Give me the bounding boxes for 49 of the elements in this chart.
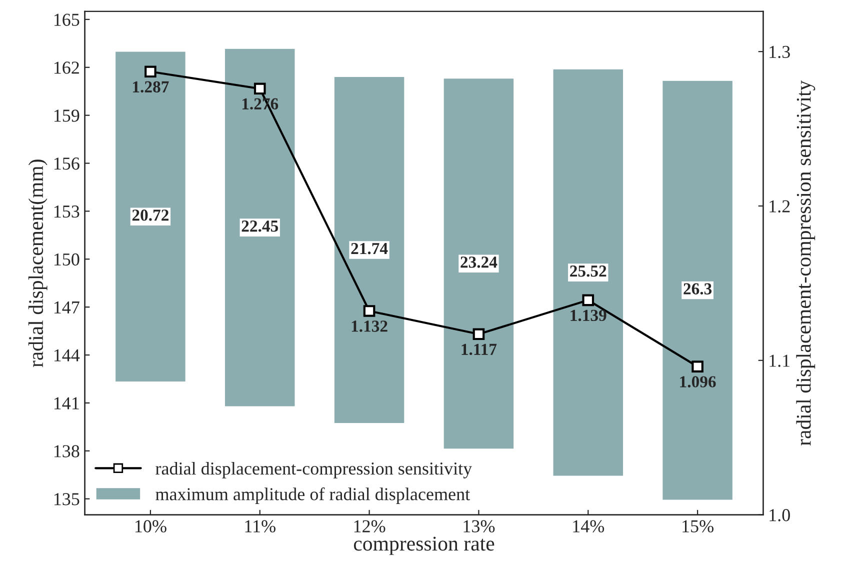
y2-axis-title: radial displacement-compression sensitivity: [796, 80, 816, 446]
x-tick-label: 10%: [135, 520, 166, 532]
y2-tick-label: 1.2: [770, 200, 790, 213]
x-tick-label: 12%: [354, 520, 386, 532]
data-label: 20.72: [132, 210, 168, 221]
bar: [114, 50, 187, 383]
y2-tick-label: 1.0: [770, 509, 790, 522]
y-tick-label: 141: [54, 397, 79, 410]
y-tick-label: 153: [54, 205, 80, 218]
data-label: 1.117: [462, 344, 497, 356]
y-tick-label: 144: [54, 349, 80, 362]
y2-tick-label: 1.1: [770, 354, 790, 367]
legend-label: maximum amplitude of radial displacement: [156, 487, 470, 504]
point: [692, 360, 704, 372]
bar: [224, 48, 296, 408]
y-tick-label: 162: [54, 62, 79, 74]
bar: [333, 76, 406, 424]
x-tick-label: 13%: [464, 520, 495, 532]
point: [472, 328, 485, 340]
y2-tick-label: 1.3: [770, 46, 790, 58]
data-label: 21.74: [351, 242, 388, 254]
bar: [552, 68, 624, 478]
bar: [661, 79, 734, 502]
y-axis-title: radial displacement(mm): [28, 160, 48, 368]
point: [144, 66, 156, 78]
data-label: 25.52: [570, 266, 606, 277]
x-tick-label: 14%: [573, 520, 604, 532]
x-tick-label: 11%: [245, 520, 276, 532]
data-label: 1.287: [133, 81, 169, 93]
data-label: 22.45: [242, 220, 278, 232]
point: [363, 305, 376, 317]
y-tick-label: 150: [54, 253, 80, 266]
y-tick-label: 165: [54, 14, 80, 26]
point: [582, 294, 594, 306]
y-tick-label: 135: [54, 493, 80, 506]
data-label: 1.139: [570, 310, 606, 322]
data-label: 26.3: [684, 283, 712, 295]
data-label: 1.096: [680, 376, 716, 388]
data-label: 1.132: [352, 320, 388, 332]
y-tick-label: 138: [54, 445, 80, 458]
x-axis-title: compression rate: [354, 536, 494, 555]
legend-label: radial displacement-compression sensitivity: [156, 462, 472, 478]
point: [254, 82, 266, 95]
bar: [442, 77, 515, 450]
data-label: 23.24: [460, 256, 498, 268]
y-tick-label: 156: [54, 158, 80, 170]
y-tick-label: 147: [54, 301, 80, 314]
y-tick-label: 159: [54, 110, 80, 122]
x-tick-label: 15%: [682, 520, 714, 532]
